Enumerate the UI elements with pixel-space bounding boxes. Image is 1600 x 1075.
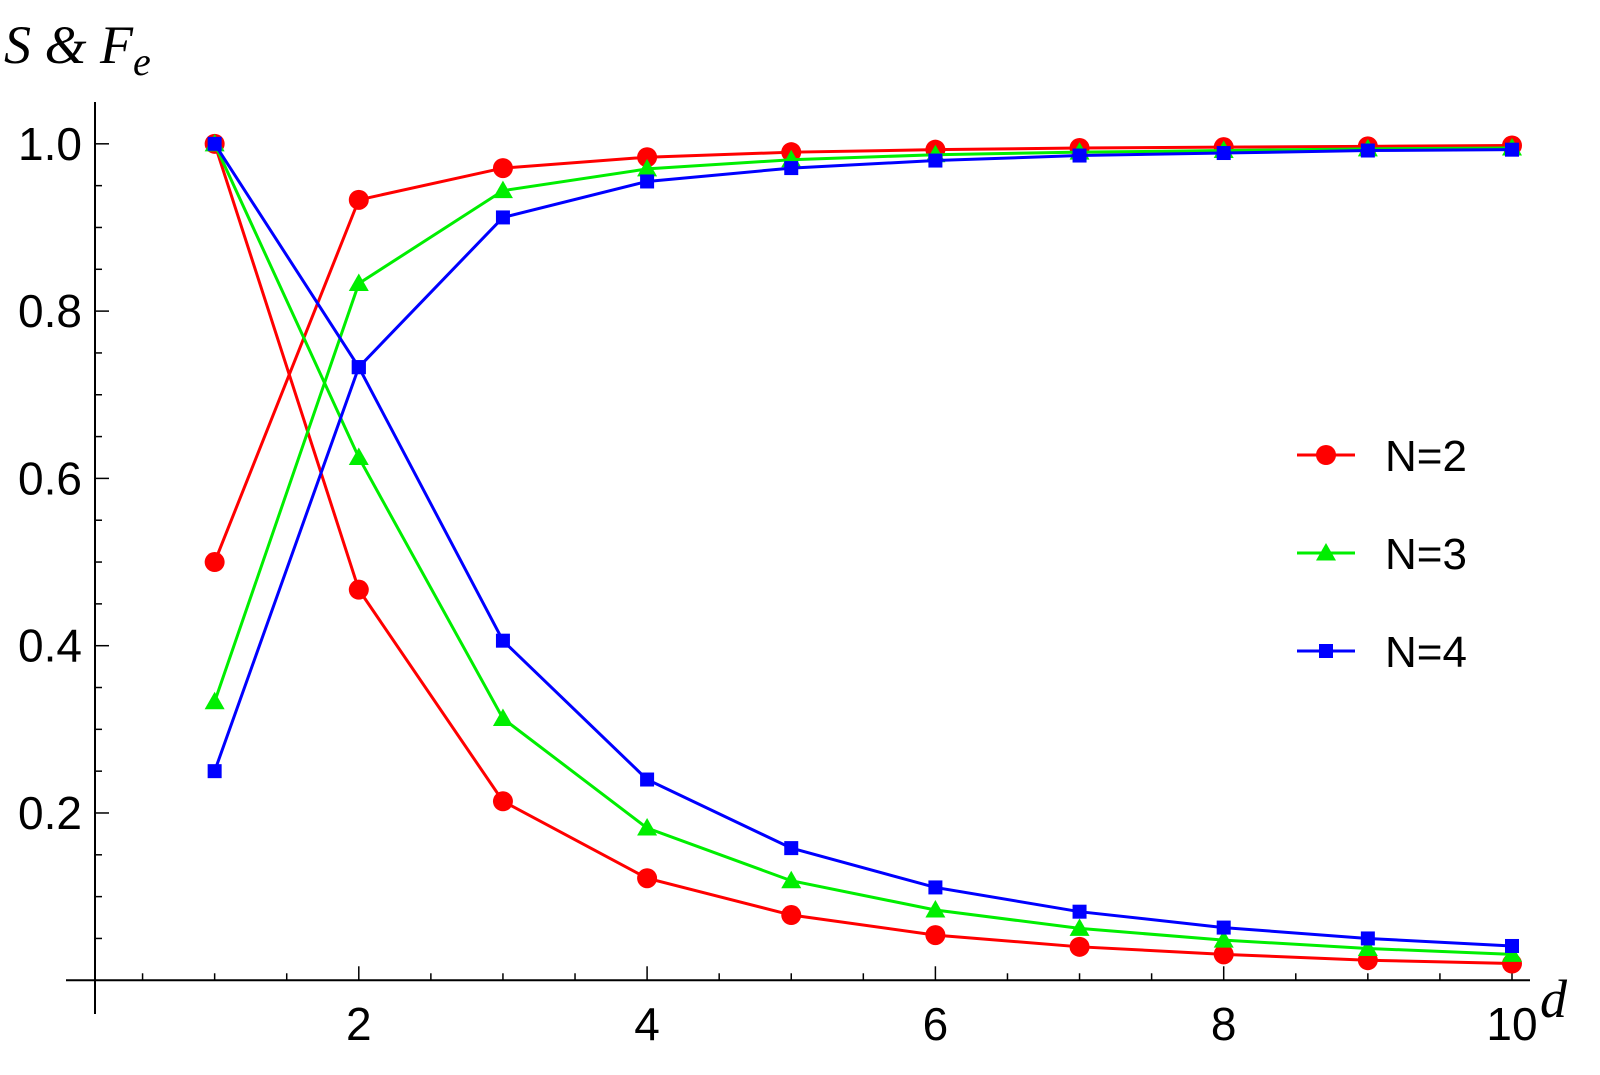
data-point: [1502, 944, 1522, 962]
series-n-4: [207, 136, 1519, 953]
data-point: [1213, 930, 1234, 948]
data-point: [492, 180, 513, 199]
x-tick-label: 2: [346, 998, 372, 1050]
data-point: [495, 210, 510, 225]
data-point: [348, 273, 369, 292]
data-point: [351, 360, 366, 375]
data-point: [1216, 920, 1231, 935]
data-point: [1360, 143, 1375, 158]
series-line: [213, 146, 1513, 703]
y-axis-title: S & Fe: [4, 15, 151, 84]
series-line: [213, 143, 1513, 956]
legend-label: N=4: [1385, 628, 1467, 677]
data-point: [928, 880, 943, 895]
legend-item: N=2: [1297, 432, 1467, 481]
legend-label: N=3: [1385, 530, 1467, 579]
series-line: [213, 143, 1513, 563]
data-point: [640, 174, 655, 189]
axis-ticks: 2 4 6 8 10 0.2 0.4 0.6 0.8 1.0: [18, 118, 1538, 1050]
x-axis-title: d: [1540, 969, 1568, 1029]
data-point: [348, 189, 369, 210]
data-point: [637, 868, 658, 889]
legend-item: N=4: [1297, 628, 1467, 677]
data-point: [781, 905, 802, 926]
data-point: [1505, 938, 1519, 953]
data-point: [207, 764, 222, 779]
data-point: [1360, 931, 1375, 946]
data-point: [207, 136, 222, 151]
legend-label: N=2: [1385, 432, 1467, 481]
data-point: [1069, 918, 1090, 936]
data-point: [1072, 904, 1087, 919]
legend-swatch-marker: [1316, 543, 1336, 561]
y-tick-label: 0.4: [18, 620, 82, 672]
x-tick-label: 6: [923, 998, 949, 1050]
data-point: [637, 818, 658, 836]
y-tick-label: 1.0: [18, 118, 82, 170]
y-tick-label: 0.8: [18, 285, 82, 337]
data-point: [1505, 142, 1519, 157]
y-tick-label: 0.2: [18, 787, 82, 839]
series-line: [213, 143, 1513, 948]
data-point: [1216, 146, 1231, 161]
data-point: [1069, 936, 1090, 957]
data-point: [637, 147, 658, 168]
data-point: [637, 158, 658, 177]
series-line: [213, 143, 1513, 966]
data-point: [492, 791, 513, 812]
data-point: [925, 900, 946, 918]
y-axis-title-main: S & F: [4, 15, 134, 75]
legend-item: N=3: [1297, 530, 1467, 579]
data-point: [784, 841, 799, 856]
axes: [66, 102, 1530, 1014]
y-tick-label: 0.6: [18, 452, 82, 504]
legend-swatch-marker: [1316, 445, 1336, 465]
y-axis-title-subscript: e: [133, 39, 151, 84]
data-point: [495, 633, 510, 648]
data-point: [1072, 148, 1087, 163]
series-line: [213, 148, 1513, 772]
x-tick-label: 4: [634, 998, 660, 1050]
legend: N=2 N=3 N=4: [1297, 432, 1467, 677]
data-point: [492, 158, 513, 179]
x-tick-label: 10: [1486, 998, 1537, 1050]
data-point: [784, 161, 799, 176]
legend-swatch-marker: [1319, 644, 1333, 658]
series-layer: [204, 133, 1522, 974]
data-point: [204, 691, 225, 710]
data-point: [348, 579, 369, 600]
data-point: [492, 708, 513, 726]
data-point: [640, 772, 655, 787]
data-point: [1213, 944, 1234, 965]
x-tick-label: 8: [1211, 998, 1237, 1050]
data-point: [781, 870, 802, 889]
data-point: [204, 552, 225, 573]
data-point: [1357, 938, 1378, 956]
data-point: [928, 153, 943, 168]
data-point: [348, 447, 369, 465]
data-point: [925, 925, 946, 946]
